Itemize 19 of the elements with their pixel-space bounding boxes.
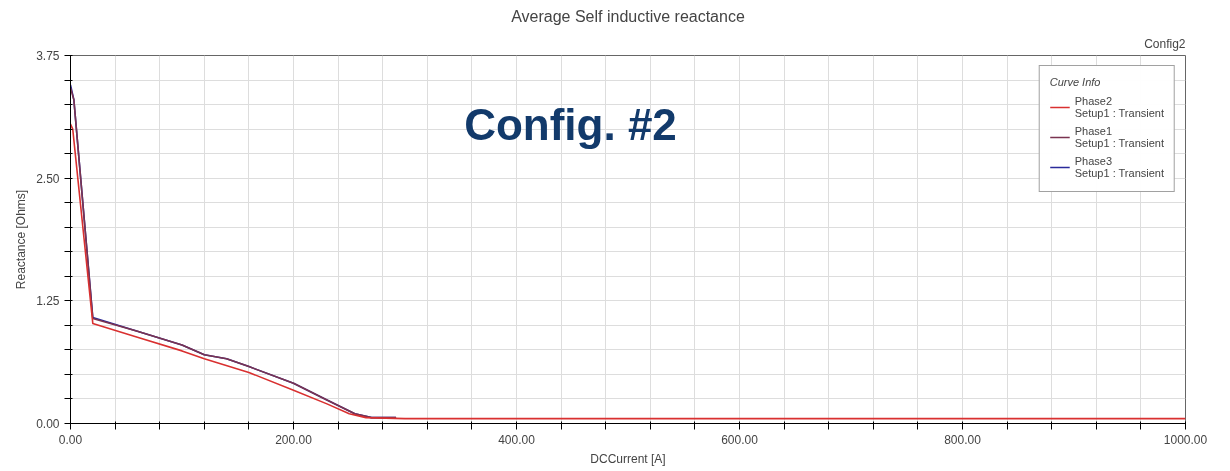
legend-label: Phase2 Setup1 : Transient (1074, 94, 1164, 121)
y-tick-label: 1.25 (36, 294, 60, 309)
chart-title: Average Self inductive reactance (511, 7, 745, 25)
legend-title: Curve Info (1049, 76, 1102, 88)
x-tick-label: 800.00 (944, 432, 982, 447)
y-axis-title: Reactance [Ohms] (14, 189, 29, 290)
x-tick-label: 600.00 (721, 432, 759, 447)
y-tick-label: 0.00 (36, 417, 60, 431)
x-tick-label: 200.00 (275, 432, 313, 447)
legend-label: Phase3 Setup1 : Transient (1074, 154, 1164, 181)
y-tick-label: 2.50 (36, 171, 60, 186)
x-tick-label: 1000.00 (1163, 432, 1208, 447)
x-tick-label: 0.00 (58, 432, 83, 447)
x-axis-title: DCCurrent [A] (590, 451, 666, 466)
text: Config2 (1144, 36, 1186, 51)
legend-label: Phase1 Setup1 : Transient (1074, 124, 1164, 151)
y-tick-label: 3.75 (36, 49, 60, 63)
annotation: Config. #2 (464, 99, 677, 149)
x-tick-label: 400.00 (498, 432, 536, 447)
